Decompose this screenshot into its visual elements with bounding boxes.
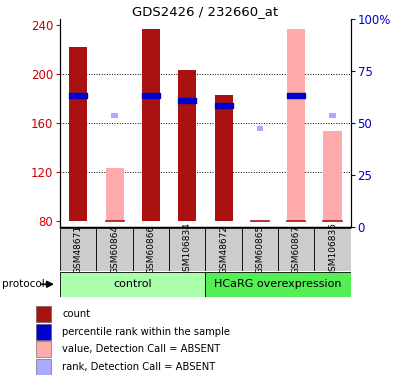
Bar xyxy=(37,359,51,375)
Bar xyxy=(205,272,351,297)
Bar xyxy=(60,228,96,271)
Text: GSM106834: GSM106834 xyxy=(183,222,192,277)
Bar xyxy=(133,228,169,271)
Text: GSM106835: GSM106835 xyxy=(328,222,337,277)
Text: GSM60867: GSM60867 xyxy=(292,225,301,274)
Text: GSM60865: GSM60865 xyxy=(255,225,264,274)
Bar xyxy=(37,324,51,340)
Bar xyxy=(278,228,315,271)
Bar xyxy=(37,341,51,357)
Bar xyxy=(96,228,133,271)
Bar xyxy=(287,28,305,221)
Bar xyxy=(178,70,196,221)
Bar xyxy=(169,228,205,271)
Text: percentile rank within the sample: percentile rank within the sample xyxy=(62,327,230,337)
Bar xyxy=(111,113,118,118)
Bar xyxy=(60,272,205,297)
Text: protocol: protocol xyxy=(2,279,45,289)
Bar xyxy=(69,47,88,221)
Text: count: count xyxy=(62,309,90,319)
Bar xyxy=(142,28,160,221)
Text: GSM48671: GSM48671 xyxy=(74,225,83,274)
Text: HCaRG overexpression: HCaRG overexpression xyxy=(214,279,342,289)
Bar xyxy=(242,228,278,271)
Bar xyxy=(215,94,233,221)
Text: GSM60864: GSM60864 xyxy=(110,225,119,274)
Title: GDS2426 / 232660_at: GDS2426 / 232660_at xyxy=(132,4,278,18)
Text: value, Detection Call = ABSENT: value, Detection Call = ABSENT xyxy=(62,344,220,354)
Text: GSM48672: GSM48672 xyxy=(219,225,228,274)
Text: control: control xyxy=(113,279,152,289)
Bar xyxy=(329,113,336,118)
Bar xyxy=(315,228,351,271)
Bar xyxy=(37,306,51,322)
Text: rank, Detection Call = ABSENT: rank, Detection Call = ABSENT xyxy=(62,362,215,372)
Bar xyxy=(105,168,124,221)
Bar xyxy=(205,228,242,271)
Text: GSM60866: GSM60866 xyxy=(146,225,156,274)
Bar xyxy=(256,126,263,131)
Bar xyxy=(323,131,342,221)
